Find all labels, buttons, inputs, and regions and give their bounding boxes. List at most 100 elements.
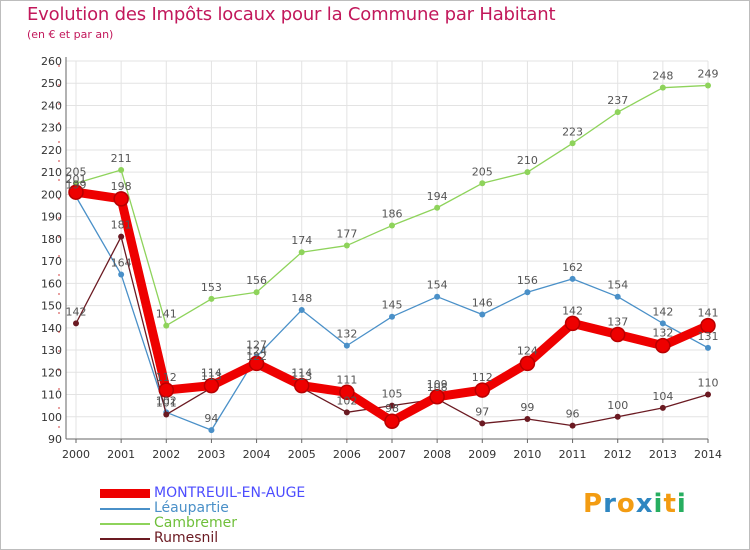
axis-layer: 9010011012013014015016017018019020021022… (41, 55, 722, 461)
data-point-l-aupartie (614, 293, 621, 300)
data-point-rumesnil (569, 422, 576, 429)
data-point-rumesnil (659, 404, 666, 411)
legend-label: Rumesnil (154, 530, 219, 546)
data-label-rumesnil: 181 (111, 219, 132, 232)
data-label-cambremer: 174 (291, 234, 312, 247)
legend-label: Léaupartie (154, 500, 229, 516)
data-label-l-aupartie: 154 (427, 279, 448, 292)
chart-title: Evolution des Impôts locaux pour la Comm… (27, 4, 556, 25)
data-point-cambremer (343, 242, 350, 249)
data-label-rumesnil: 122 (246, 350, 267, 363)
y-tick-label: 150 (41, 300, 62, 313)
data-label-rumesnil: 97 (475, 405, 489, 418)
data-point-cambremer (659, 84, 666, 91)
data-point-cambremer (434, 204, 441, 211)
data-label-rumesnil: 110 (698, 377, 719, 390)
data-label-l-aupartie: 154 (607, 279, 628, 292)
data-label-montreuil-en-auge: 124 (246, 344, 267, 357)
data-label-montreuil-en-auge: 141 (698, 307, 719, 320)
data-point-montreuil-en-auge (474, 382, 491, 398)
data-label-cambremer: 205 (66, 165, 87, 178)
logo-letter: t (663, 489, 677, 519)
logo-letter: i (676, 489, 687, 519)
x-tick-label: 2014 (694, 448, 722, 461)
data-point-rumesnil (479, 420, 486, 427)
logo-letter: i (653, 489, 664, 519)
data-point-rumesnil (524, 415, 531, 422)
y-tick-label: 120 (41, 366, 62, 379)
data-label-l-aupartie: 132 (336, 328, 357, 341)
data-label-l-aupartie: 131 (698, 330, 719, 343)
logo-letter: P (583, 489, 604, 519)
data-point-cambremer (253, 289, 260, 296)
y-tick-label: 90 (48, 433, 62, 446)
data-point-montreuil-en-auge (339, 384, 355, 401)
data-point-montreuil-en-auge (655, 337, 671, 354)
data-label-cambremer: 141 (156, 308, 177, 321)
x-tick-label: 2004 (243, 448, 271, 461)
legend-swatch (100, 489, 150, 498)
legend-swatch (100, 538, 150, 540)
data-point-rumesnil (73, 320, 79, 327)
data-label-montreuil-en-auge: 137 (607, 315, 628, 328)
data-point-montreuil-en-auge (113, 191, 129, 207)
data-point-montreuil-en-auge (158, 382, 175, 398)
y-tick-label: 210 (41, 166, 62, 179)
data-point-l-aupartie (343, 342, 350, 349)
data-label-cambremer: 237 (607, 94, 628, 107)
x-tick-label: 2012 (604, 448, 632, 461)
data-point-cambremer (118, 166, 125, 173)
data-point-montreuil-en-auge (68, 184, 84, 200)
logo-letter: o (616, 489, 636, 519)
data-label-rumesnil: 102 (336, 394, 357, 407)
data-point-cambremer (479, 180, 486, 187)
data-label-rumesnil: 113 (291, 370, 312, 383)
data-point-rumesnil (343, 409, 350, 416)
logo-letter: x (635, 489, 654, 519)
data-label-cambremer: 153 (201, 281, 222, 294)
data-label-cambremer: 205 (472, 165, 493, 178)
data-label-rumesnil: 100 (607, 399, 628, 412)
x-tick-label: 2009 (468, 448, 496, 461)
data-point-montreuil-en-auge (429, 389, 445, 405)
data-point-cambremer (569, 140, 576, 147)
y-tick-label: 260 (41, 55, 62, 68)
data-label-l-aupartie: 164 (111, 256, 132, 269)
data-label-rumesnil: 101 (156, 397, 177, 410)
data-label-cambremer: 186 (382, 208, 403, 221)
data-point-l-aupartie (524, 289, 531, 296)
data-label-montreuil-en-auge: 198 (111, 180, 132, 193)
data-label-montreuil-en-auge: 111 (336, 373, 357, 386)
data-point-cambremer (705, 82, 711, 89)
data-point-cambremer (389, 222, 395, 229)
x-tick-label: 2001 (107, 448, 135, 461)
data-point-montreuil-en-auge (609, 326, 626, 343)
data-label-cambremer: 211 (111, 152, 132, 165)
x-tick-label: 2002 (152, 448, 180, 461)
data-label-montreuil-en-auge: 112 (472, 371, 493, 384)
y-tick-label: 220 (41, 144, 62, 157)
data-point-cambremer (524, 169, 531, 176)
data-label-montreuil-en-auge: 114 (201, 367, 222, 380)
data-point-montreuil-en-auge (248, 355, 265, 372)
y-tick-label: 100 (41, 411, 62, 424)
data-label-rumesnil: 104 (652, 390, 673, 403)
proxiti-logo: Proxiti (583, 489, 687, 519)
y-tick-label: 170 (41, 255, 62, 268)
data-label-l-aupartie: 156 (517, 274, 538, 287)
data-point-montreuil-en-auge (700, 317, 716, 334)
x-tick-label: 2013 (649, 448, 677, 461)
data-label-cambremer: 177 (336, 228, 357, 241)
data-point-cambremer (298, 249, 305, 256)
data-point-l-aupartie (479, 311, 486, 318)
data-label-montreuil-en-auge: 109 (427, 378, 448, 391)
x-tick-label: 2008 (423, 448, 451, 461)
data-point-rumesnil (705, 391, 711, 398)
x-tick-label: 2007 (378, 448, 406, 461)
data-point-l-aupartie (118, 271, 125, 278)
data-label-l-aupartie: 102 (156, 394, 177, 407)
x-tick-label: 2011 (559, 448, 587, 461)
y-tick-label: 230 (41, 122, 62, 135)
y-tick-label: 200 (41, 188, 62, 201)
